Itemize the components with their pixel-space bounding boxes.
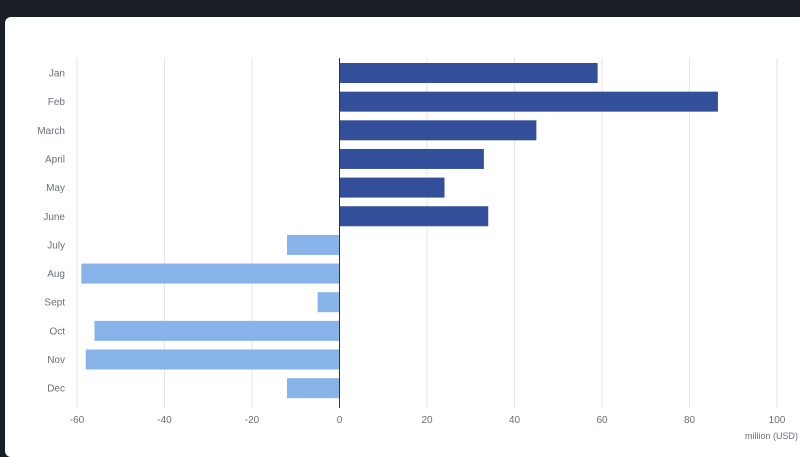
chart-panel: [5, 17, 800, 457]
x-tick-label: -60: [70, 415, 85, 426]
y-tick-label: March: [37, 126, 65, 137]
y-tick-label: May: [46, 183, 65, 194]
x-tick-label: 20: [421, 415, 433, 426]
y-tick-label: Sept: [44, 298, 65, 309]
y-tick-label: Aug: [47, 269, 65, 280]
y-tick-label: Jan: [49, 69, 65, 80]
y-tick-label: Dec: [47, 384, 65, 395]
bar-feb: [339, 91, 718, 112]
x-tick-label: 0: [337, 415, 343, 426]
y-tick-label: Nov: [47, 355, 65, 366]
x-tick-label: 60: [596, 415, 608, 426]
bar-aug: [81, 263, 340, 284]
x-tick-label: -40: [157, 415, 172, 426]
x-tick-label: -20: [245, 415, 260, 426]
x-tick-label: 80: [684, 415, 696, 426]
y-tick-label: Feb: [48, 97, 66, 108]
bar-oct: [94, 320, 340, 341]
bar-may: [339, 177, 445, 198]
y-tick-label: April: [45, 154, 65, 165]
x-axis-label: million (USD): [745, 431, 798, 441]
bar-jan: [339, 63, 598, 83]
y-tick-label: Oct: [49, 326, 65, 337]
bar-april: [339, 148, 484, 169]
x-tick-label: 40: [509, 415, 521, 426]
bar-sept: [317, 292, 340, 313]
bar-june: [339, 206, 489, 227]
x-tick-label: 100: [769, 415, 786, 426]
bar-dec: [287, 378, 340, 399]
y-tick-label: July: [47, 240, 65, 251]
bar-july: [287, 234, 340, 255]
bar-nov: [85, 349, 340, 370]
bar-march: [339, 120, 537, 141]
y-tick-label: June: [43, 212, 65, 223]
